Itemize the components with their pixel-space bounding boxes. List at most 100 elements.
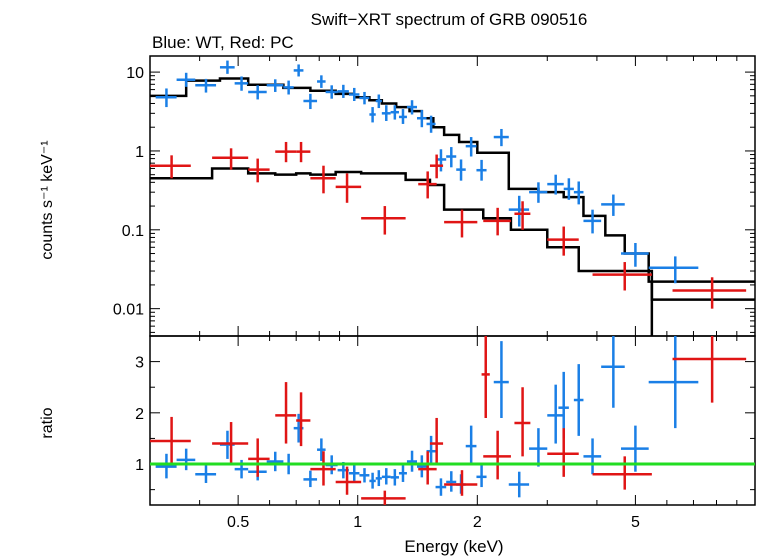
ratio-pc-point — [429, 417, 444, 466]
spectrum-wt-point — [303, 93, 318, 110]
ratio-wt-point — [348, 465, 360, 481]
spectrum-wt-point — [248, 85, 267, 100]
ratio-wt-point — [529, 428, 548, 467]
ratio-wt-point — [465, 425, 477, 465]
ratio-pc-point — [514, 387, 531, 457]
ratio-panel: 0.5 1 2 5 1 2 3 — [135, 335, 756, 531]
ratio-wt-point — [601, 336, 625, 408]
ratio-wt-point — [648, 336, 699, 429]
ratio-wt-point — [219, 430, 235, 459]
ratio-pc-point — [310, 451, 336, 486]
spectrum-wt-point — [266, 79, 284, 92]
ratio-wt-point — [317, 438, 326, 461]
ratio-pc-point — [672, 336, 747, 403]
ratio-wt-point — [195, 465, 217, 483]
spectrum-pc-point — [592, 262, 652, 291]
spectrum-wt-point — [529, 182, 548, 203]
ratio-pc-point — [275, 382, 297, 444]
spectrum-wt-point — [573, 181, 584, 205]
ratio-wt-point — [508, 471, 530, 498]
spectrum-wt-point — [195, 78, 217, 93]
spectrum-wt-point — [406, 100, 418, 115]
ratio-wt-point — [390, 469, 399, 486]
spectrum-wt-point — [348, 87, 360, 101]
spectrum-pc-point — [296, 141, 311, 163]
ratio-pc-point — [592, 456, 652, 490]
spectrum-wt-point — [155, 88, 177, 108]
ratio-frame — [149, 335, 756, 506]
spectrum-y-tick-label: 0.01 — [113, 302, 144, 319]
spectrum-pc-point — [418, 171, 437, 199]
spectrum-pc-point — [335, 173, 362, 203]
spectrum-wt-point — [325, 85, 338, 99]
spectrum-wt-point — [219, 60, 235, 74]
ratio-wt-point — [155, 453, 177, 479]
spectrum-pc-point — [212, 148, 249, 170]
ratio-pc-point — [150, 416, 191, 465]
ratio-wt-point — [417, 455, 427, 478]
ratio-wt-point — [375, 470, 382, 487]
ratio-pc-point — [483, 430, 511, 480]
ratio-pc-point — [361, 490, 406, 505]
ratio-pc-point — [547, 428, 579, 477]
spectrum-wt-point — [547, 174, 564, 195]
ratio-y-tick-label: 3 — [135, 355, 144, 372]
spectrum-wt-point — [317, 75, 326, 88]
spectrum-wt-point — [375, 94, 382, 109]
spectrum-wt-point — [337, 84, 349, 98]
spectrum-wt-point — [426, 115, 436, 133]
spectrum-pc-point — [672, 277, 747, 309]
spectrum-wt-point — [465, 137, 477, 157]
spectrum-wt-point — [176, 72, 196, 87]
chart-subtitle: Blue: WT, Red: PC — [152, 33, 294, 52]
spectrum-y-tick-label: 10 — [126, 65, 144, 82]
ratio-wt-point — [303, 470, 318, 488]
ratio-wt-point — [381, 468, 391, 485]
spectrum-pc-point — [429, 154, 444, 179]
spectrum-pc-point — [361, 206, 406, 235]
ratio-wt-point — [583, 438, 602, 475]
x-tick-label: 2 — [473, 514, 482, 531]
spectrum-pc-point — [483, 207, 511, 236]
spectrum-wt-point — [493, 128, 509, 147]
ratio-pc-point — [296, 392, 311, 447]
spectrum-pc-point — [444, 209, 478, 238]
spectrum-wt-point — [648, 256, 699, 284]
ratio-pc-point — [418, 451, 437, 485]
spectrum-wt-point — [446, 147, 457, 168]
spectrum-wt-point — [583, 209, 602, 234]
ratio-pc-point — [212, 422, 249, 465]
x-tick-label: 1 — [353, 514, 362, 531]
ratio-y-tick-label: 2 — [135, 406, 144, 423]
ratio-wt-point — [406, 450, 418, 472]
spectrum-wt-point — [359, 91, 370, 105]
x-axis-label: Energy (keV) — [404, 537, 503, 556]
spectrum-wt-point — [369, 107, 376, 123]
spectrum-wt-point — [390, 105, 399, 120]
spectrum-wt-point — [621, 243, 649, 267]
chart-title: Swift−XRT spectrum of GRB 090516 — [311, 10, 588, 29]
spectrum-wt-point — [563, 178, 574, 200]
spectrum-y-tick-label: 1 — [135, 144, 144, 161]
ratio-pc-point — [481, 336, 490, 418]
ratio-wt-point — [573, 364, 584, 436]
ratio-wt-point — [446, 471, 457, 492]
ratio-wt-point — [359, 468, 370, 483]
x-tick-label: 0.5 — [227, 514, 249, 531]
spectrum-frame — [149, 55, 756, 337]
ratio-y-tick-label: 1 — [135, 457, 144, 474]
ratio-wt-point — [369, 472, 376, 489]
ratio-pc-point — [444, 470, 478, 496]
spectrum-pc-point — [547, 226, 579, 256]
ratio-wt-point — [493, 341, 509, 418]
spectrum-pc-point — [275, 141, 297, 163]
model-wt-line — [150, 77, 755, 283]
ratio-wt-point — [266, 451, 284, 472]
spectrum-wt-point — [456, 159, 466, 181]
ratio-wt-point — [558, 371, 569, 439]
spectrum-pc-point — [248, 158, 270, 183]
ratio-wt-point — [176, 448, 196, 471]
spectrum-panel: 10 1 0.1 0.01 — [113, 55, 756, 337]
ratio-pc-point — [335, 466, 362, 495]
